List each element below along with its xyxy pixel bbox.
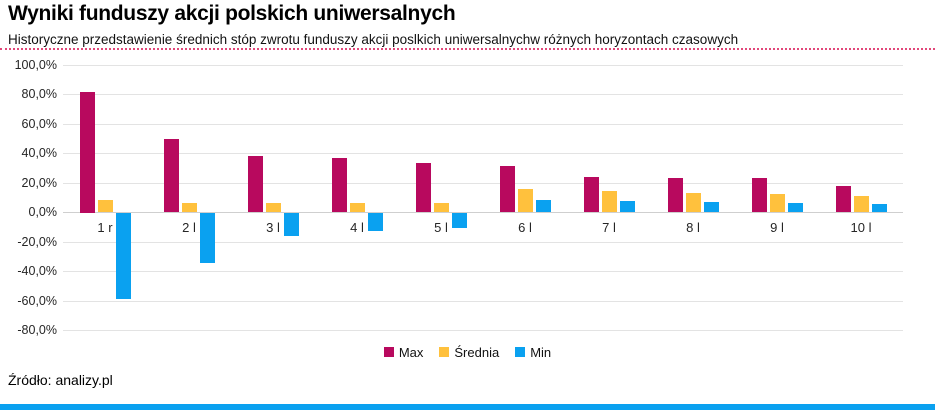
legend-swatch-icon: [383, 347, 394, 357]
chart-subtitle: Historyczne przedstawienie średnich stóp…: [8, 32, 739, 47]
x-axis-category-label: 9 l: [770, 220, 784, 235]
bar-max-2l: [164, 139, 179, 212]
gridline: [63, 94, 903, 95]
x-axis-category-label: 4 l: [350, 220, 364, 235]
legend-label: Max: [398, 344, 424, 360]
bar-średnia-3l: [266, 203, 281, 212]
y-axis-tick-label: -60,0%: [17, 294, 57, 308]
x-axis-category-label: 7 l: [602, 220, 616, 235]
x-axis-category-label: 8 l: [686, 220, 700, 235]
bar-min-10l: [872, 204, 887, 212]
chart-title: Wyniki funduszy akcji polskich uniwersal…: [8, 2, 456, 25]
bar-średnia-8l: [686, 193, 701, 212]
legend-label: Średnia: [454, 344, 500, 360]
bar-max-7l: [584, 177, 599, 212]
bar-min-6l: [536, 200, 551, 212]
bar-średnia-2l: [182, 203, 197, 212]
y-axis-tick-label: -20,0%: [17, 235, 57, 249]
bar-min-7l: [620, 201, 635, 212]
bar-max-3l: [248, 156, 263, 212]
bar-średnia-4l: [350, 203, 365, 212]
x-axis-category-label: 5 l: [434, 220, 448, 235]
bar-min-8l: [704, 202, 719, 212]
bar-max-1r: [80, 92, 95, 213]
x-axis-category-label: 1 r: [97, 220, 113, 235]
x-axis-category-label: 2 l: [182, 220, 196, 235]
x-axis-category-label: 3 l: [266, 220, 280, 235]
legend-swatch-icon: [515, 347, 526, 357]
bar-min-5l: [452, 213, 467, 228]
chart-legend: Max Średnia Min: [0, 343, 935, 361]
bar-max-4l: [332, 158, 347, 212]
bar-max-9l: [752, 178, 767, 212]
y-axis-tick-label: 20,0%: [21, 176, 57, 190]
footer-accent-bar: [0, 404, 935, 410]
y-axis-tick-label: 100,0%: [14, 58, 57, 72]
x-axis-category-label: 6 l: [518, 220, 532, 235]
legend-item-min: Min: [515, 345, 551, 360]
legend-label: Min: [530, 344, 552, 360]
x-axis-category-label: 10 l: [850, 220, 872, 235]
bar-średnia-7l: [602, 191, 617, 212]
gridline: [63, 271, 903, 272]
y-axis-tick-label: 60,0%: [21, 117, 57, 131]
y-axis-tick-label: 80,0%: [21, 87, 57, 101]
bar-średnia-9l: [770, 194, 785, 212]
y-axis-tick-label: 40,0%: [21, 146, 57, 160]
bar-min-3l: [284, 213, 299, 236]
bar-min-4l: [368, 213, 383, 231]
bar-średnia-1r: [98, 200, 113, 212]
bar-max-6l: [500, 166, 515, 212]
gridline: [63, 124, 903, 125]
bar-min-1r: [116, 213, 131, 299]
bar-max-8l: [668, 178, 683, 212]
gridline: [63, 183, 903, 184]
bar-max-5l: [416, 163, 431, 212]
legend-swatch-icon: [439, 347, 450, 357]
source-label: Źródło: analizy.pl: [8, 372, 113, 388]
subtitle-dotted-rule: [0, 48, 935, 50]
gridline: [63, 65, 903, 66]
legend-item-średnia: Średnia: [439, 345, 499, 360]
y-axis-tick-label: 0,0%: [28, 205, 58, 219]
y-axis-tick-label: -80,0%: [17, 323, 57, 337]
bar-średnia-5l: [434, 203, 449, 212]
bar-max-10l: [836, 186, 851, 212]
zero-axis-line: [63, 212, 903, 213]
gridline: [63, 301, 903, 302]
legend-item-max: Max: [383, 344, 424, 360]
gridline: [63, 330, 903, 331]
bar-średnia-10l: [854, 196, 869, 212]
gridline: [63, 153, 903, 154]
y-axis-tick-label: -40,0%: [17, 264, 57, 278]
bar-średnia-6l: [518, 189, 533, 212]
gridline: [63, 242, 903, 243]
bar-min-2l: [200, 213, 215, 263]
bar-min-9l: [788, 203, 803, 212]
